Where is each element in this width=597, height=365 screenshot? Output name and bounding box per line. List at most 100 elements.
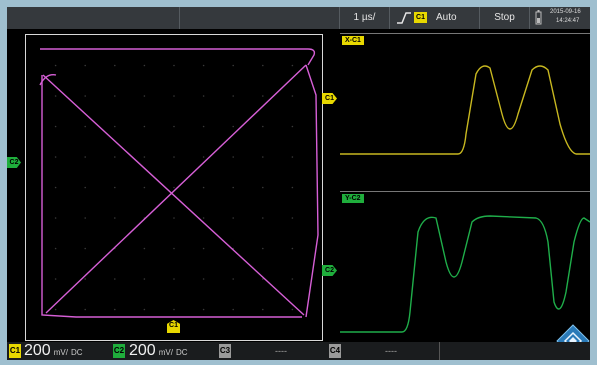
graticule-dot <box>54 125 57 128</box>
graticule-dot <box>84 64 86 67</box>
graticule-dot <box>114 125 116 128</box>
graticule-dot <box>114 278 116 280</box>
x-waveform-trace <box>340 65 590 155</box>
graticule-dot <box>84 308 86 311</box>
graticule-dot <box>291 217 294 219</box>
graticule-dot <box>173 247 175 250</box>
graticule-dot <box>232 125 234 128</box>
x-waveform-panel[interactable]: X-C1 <box>340 33 590 189</box>
graticule-dot <box>202 125 205 128</box>
graticule-dot <box>114 217 116 219</box>
ch4-tag[interactable]: C4 <box>329 344 341 358</box>
graticule-dot <box>291 156 294 158</box>
graticule-dot <box>262 186 264 189</box>
graticule-dot <box>54 308 57 311</box>
graticule-dot <box>143 156 146 158</box>
graticule-dot <box>114 308 116 311</box>
graticule-dot <box>143 247 146 250</box>
graticule-dot <box>202 156 205 158</box>
xy-lissajous-trace <box>39 48 319 318</box>
y-waveform-panel[interactable]: Y-C2 <box>340 191 590 341</box>
y-panel-label: Y-C2 <box>342 194 364 203</box>
graticule-dot <box>54 95 57 97</box>
bar-divider <box>439 342 440 360</box>
graticule-dot <box>262 125 264 128</box>
x-panel-marker[interactable]: C1 <box>322 93 337 104</box>
ch4-scale[interactable]: ---- <box>385 346 397 356</box>
xy-left-marker[interactable]: C2 <box>7 157 21 168</box>
graticule-dot <box>202 64 205 67</box>
graticule-dot <box>143 125 146 128</box>
graticule-dot <box>173 64 175 67</box>
trigger-edge-icon <box>397 12 411 24</box>
top-status-bar: 1 µs/ C1 Auto Stop 2015-09-16 14:24:47 <box>7 7 590 29</box>
x-panel-label: X-C1 <box>342 36 364 45</box>
graticule-dot <box>291 308 294 311</box>
run-stop-button[interactable]: Stop <box>479 7 529 29</box>
graticule-dot <box>173 217 175 219</box>
graticule-dot <box>84 247 86 250</box>
graticule-dot <box>232 217 234 219</box>
graticule-dot <box>202 308 205 311</box>
graticule-dot <box>54 217 57 219</box>
graticule-dot <box>291 247 294 250</box>
graticule-dot <box>232 64 234 67</box>
graticule-dot <box>143 186 146 189</box>
xy-plot-area[interactable] <box>25 34 323 341</box>
trigger-settings[interactable]: C1 Auto <box>389 7 479 29</box>
graticule-dot <box>143 64 146 67</box>
graticule-dot <box>291 95 294 97</box>
graticule-dot <box>291 125 294 128</box>
graticule-dot <box>173 125 175 128</box>
graticule-dot <box>173 95 175 97</box>
graticule-dot <box>84 125 86 128</box>
graticule-dot <box>54 278 57 280</box>
ch1-tag[interactable]: C1 <box>9 344 21 358</box>
xy-trigger-marker[interactable]: C1 <box>167 320 180 333</box>
timebase-readout[interactable]: 1 µs/ <box>339 7 389 29</box>
y-panel-marker[interactable]: C2 <box>322 265 337 276</box>
graticule-dot <box>202 95 205 97</box>
graticule-dot <box>262 308 264 311</box>
graticule-dot <box>84 278 86 280</box>
graticule-dot <box>232 95 234 97</box>
battery-icon <box>535 10 542 25</box>
graticule-dot <box>173 278 175 280</box>
scope-screen: 1 µs/ C1 Auto Stop 2015-09-16 14:24:47 <box>7 7 590 360</box>
graticule-dot <box>54 247 57 250</box>
graticule-dot <box>202 217 205 219</box>
topbar-blank-mid <box>179 7 339 29</box>
graticule-dot <box>232 308 234 311</box>
graticule-dot <box>232 156 234 158</box>
topbar-blank-left <box>7 7 179 29</box>
channel-bar: C1 200 mV/DC C2 200 mV/DC C3 ---- C4 ---- <box>7 342 590 360</box>
graticule-dot <box>291 64 294 67</box>
graticule-dot <box>173 156 175 158</box>
graticule-dot <box>291 186 294 189</box>
graticule-dot <box>143 278 146 280</box>
date-readout: 2015-09-16 <box>550 9 581 15</box>
graticule-dot <box>262 156 264 158</box>
ch2-tag[interactable]: C2 <box>113 344 125 358</box>
graticule-dot <box>173 308 175 311</box>
graticule-dot <box>262 95 264 97</box>
ch1-scale[interactable]: 200 mV/DC <box>24 342 83 359</box>
graticule-dot <box>143 95 146 97</box>
graticule-dot <box>232 278 234 280</box>
ch3-tag[interactable]: C3 <box>219 344 231 358</box>
graticule-dot <box>54 64 57 67</box>
status-clock: 2015-09-16 14:24:47 <box>529 7 590 29</box>
graticule-dot <box>173 186 175 189</box>
graticule-dot <box>114 156 116 158</box>
graticule-dot <box>84 217 86 219</box>
ch2-scale[interactable]: 200 mV/DC <box>129 342 188 359</box>
graticule-dot <box>202 186 205 189</box>
graticule-dot <box>262 247 264 250</box>
ch3-scale[interactable]: ---- <box>275 346 287 356</box>
graticule-dot <box>262 278 264 280</box>
time-readout: 14:24:47 <box>556 18 580 24</box>
graticule-dot <box>84 156 86 158</box>
graticule-dot <box>114 64 116 67</box>
graticule-dot <box>262 64 264 67</box>
graticule-dot <box>291 278 294 280</box>
